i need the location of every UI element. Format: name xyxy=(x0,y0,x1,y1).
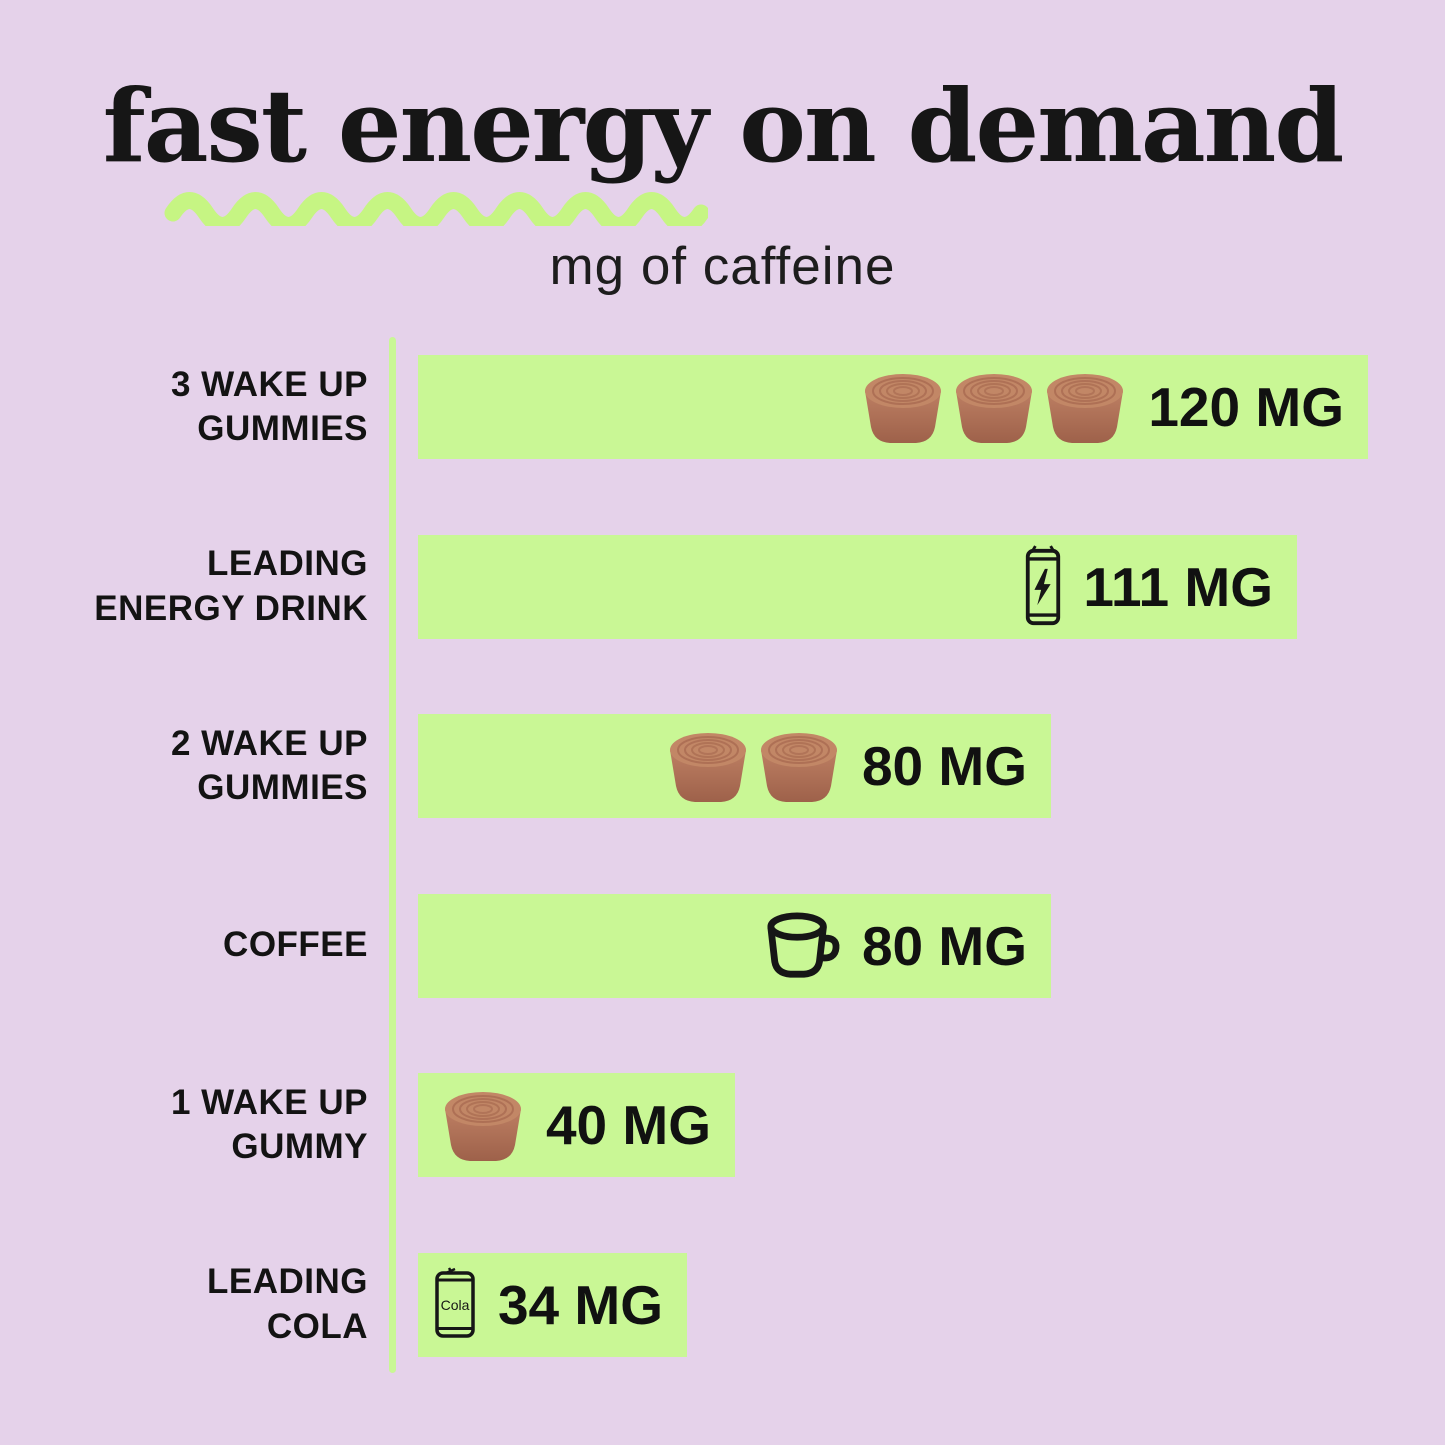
category-label: 3 WAKE UP GUMMIES xyxy=(0,355,368,459)
cola-can-icon: Cola xyxy=(435,1266,475,1338)
icon-group: Cola xyxy=(432,1266,478,1343)
energy-drink-can-icon xyxy=(1026,544,1061,625)
gummy-icon xyxy=(1047,374,1124,443)
gummy-icon xyxy=(444,1092,521,1161)
svg-text:Cola: Cola xyxy=(441,1297,470,1313)
gummy-icon xyxy=(669,733,746,802)
bar: 80 MG xyxy=(418,893,1051,998)
icon-group xyxy=(665,729,842,803)
bar: 111 MG xyxy=(418,534,1297,639)
category-label-line: GUMMIES xyxy=(197,409,368,448)
category-label: LEADING ENERGY DRINK xyxy=(0,535,368,639)
icon-group xyxy=(440,1088,526,1162)
value-label: 80 MG xyxy=(861,735,1027,797)
category-label: 2 WAKE UP GUMMIES xyxy=(0,714,368,818)
category-label-line: GUMMY xyxy=(231,1127,368,1166)
value-label: 120 MG xyxy=(1148,376,1344,438)
chart-row: 2 WAKE UP GUMMIES 80 MG xyxy=(0,714,1445,818)
category-label-line: 1 WAKE UP xyxy=(170,1082,368,1122)
category-label: COFFEE xyxy=(0,894,368,998)
bar: 120 MG xyxy=(418,355,1368,459)
chart-row: COFFEE 80 MG xyxy=(0,893,1445,998)
bar: 80 MG xyxy=(418,714,1051,818)
category-label-line: LEADING xyxy=(207,544,368,584)
icon-group xyxy=(1023,544,1063,630)
chart-row: 1 WAKE UP GUMMY 40 MG xyxy=(0,1073,1445,1177)
chart-subtitle: mg of caffeine xyxy=(549,237,896,296)
gummy-icon xyxy=(865,374,942,443)
value-label: 34 MG xyxy=(497,1273,663,1336)
category-label-line: LEADING xyxy=(207,1262,368,1302)
bar: Cola 34 MG xyxy=(418,1252,687,1357)
category-label: 1 WAKE UP GUMMY xyxy=(0,1073,368,1177)
icon-group xyxy=(760,911,842,981)
category-label-line: 3 WAKE UP xyxy=(170,364,368,404)
page-title: fast energy on demand xyxy=(102,67,1345,185)
value-label: 40 MG xyxy=(545,1094,711,1156)
category-label-line: 2 WAKE UP xyxy=(170,723,368,763)
category-label-line: ENERGY DRINK xyxy=(94,588,368,628)
coffee-mug-icon xyxy=(767,911,840,978)
axis-line xyxy=(389,337,396,1373)
gummy-icon xyxy=(956,374,1033,443)
category-label-line: COFFEE xyxy=(223,925,368,965)
category-label: LEADING COLA xyxy=(0,1253,368,1357)
category-label-line: GUMMIES xyxy=(197,768,368,807)
bar: 40 MG xyxy=(418,1073,735,1177)
chart-row: LEADING COLA Cola 34 MG xyxy=(0,1252,1445,1357)
gummy-icon xyxy=(760,733,837,802)
chart-row: LEADING ENERGY DRINK 111 MG xyxy=(0,534,1445,639)
value-label: 111 MG xyxy=(1083,555,1273,618)
icon-group xyxy=(860,370,1128,444)
value-label: 80 MG xyxy=(861,914,1027,977)
category-label-line: COLA xyxy=(266,1306,368,1346)
squiggle-underline-icon xyxy=(164,192,708,226)
chart-rows: 3 WAKE UP GUMMIES xyxy=(0,355,1445,1432)
chart-row: 3 WAKE UP GUMMIES xyxy=(0,355,1445,459)
